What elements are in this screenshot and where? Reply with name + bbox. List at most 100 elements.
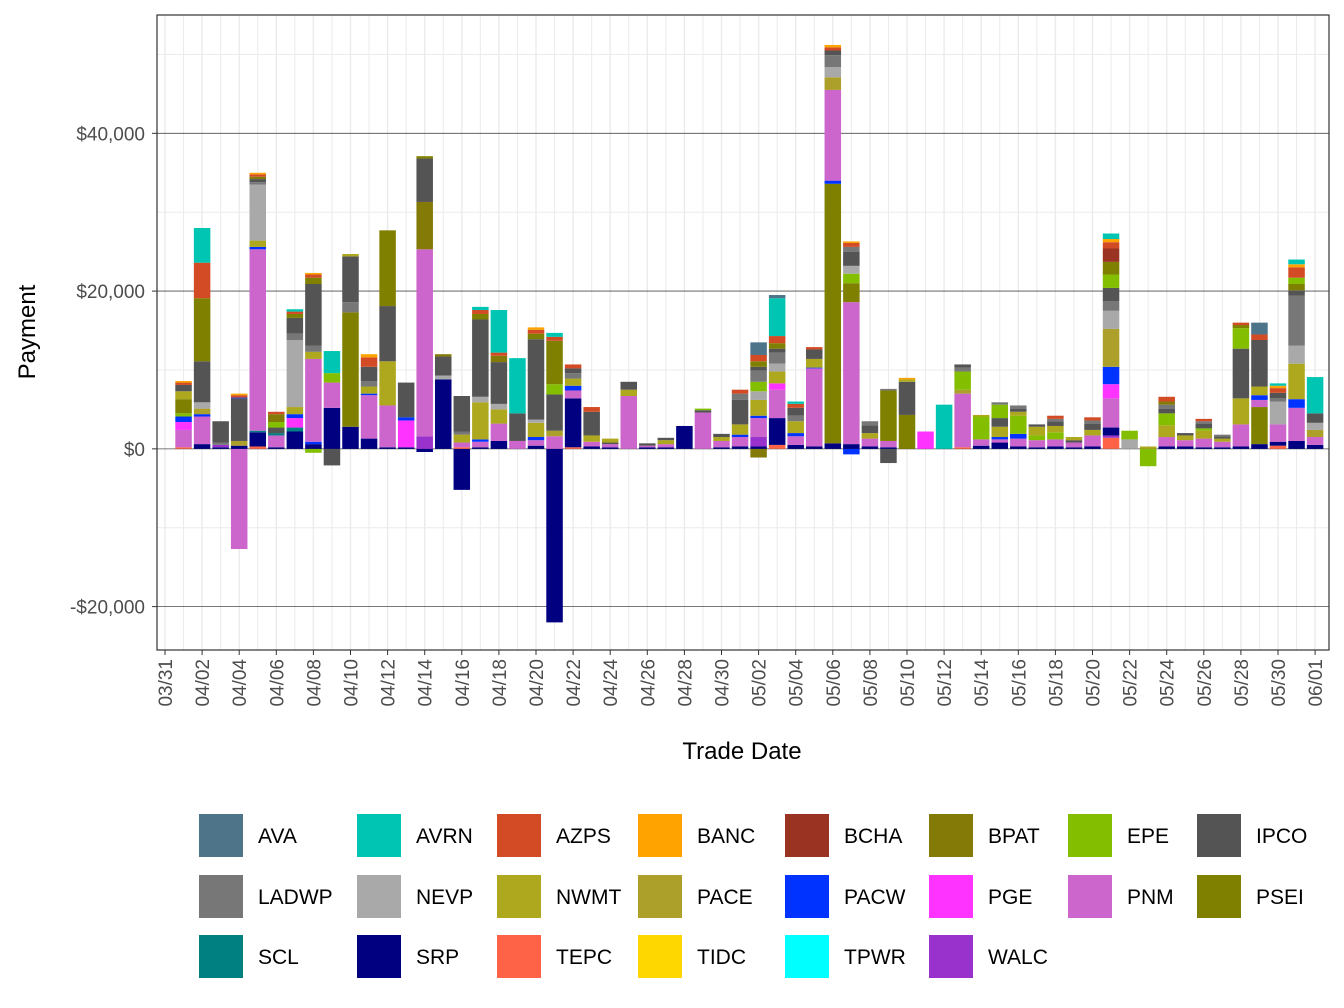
bar-segment-nwmt [1139,446,1157,449]
x-tick-label: 05/06 [824,659,845,707]
legend-item-bcha: BCHA [785,814,902,857]
bar-segment-srp [972,445,990,449]
panel-frame [156,14,1330,651]
legend-swatch [638,875,682,918]
bar-segment-epe [694,408,712,411]
bar-segment-azps [731,389,749,394]
bar-segment-ipco [416,158,433,202]
bar-segment-pnm [1102,398,1120,428]
bar-segment-ipco [397,382,415,418]
bar-segment-nevp [1121,439,1138,449]
legend-item-pge: PGE [929,875,1032,918]
legend-label: AZPS [556,825,611,848]
bar-segment-pnm [490,423,508,441]
x-tick-label: 05/28 [1232,659,1253,707]
legend-label: PNM [1127,886,1174,909]
bar-segment-srp [639,447,656,449]
x-tick-label: 05/12 [935,659,956,707]
bar-segment-pacw [1288,399,1305,408]
bar-segment-pge [917,431,934,449]
bar-segment-ipco [527,339,545,420]
bar-segment-psei [1251,407,1268,445]
bar-segment-pace [230,440,248,446]
bar-segment-nwmt [1047,425,1064,433]
bar-segment-srp [323,407,341,449]
bar-segment-nevp [193,402,211,409]
bar-segment-nwmt [342,254,359,257]
bar-segment-srp [1102,427,1120,436]
bar-segment-ipco [713,433,730,438]
bar-segment-avrn [787,401,804,404]
bar-segment-nwmt [898,379,916,382]
panel-background [157,15,1329,650]
legend-label: SRP [416,946,459,969]
bar-segment-bpat [249,176,266,180]
bar-segment-ipco [824,50,842,56]
bar-segment-srp [1214,447,1231,449]
bar-segment-ipco [1047,421,1064,426]
bar-segment-nevp [472,396,489,403]
bar-segment-epe [954,371,971,390]
bar-segment-azps [1102,242,1120,249]
bar-segment-pnm [972,439,990,446]
bar-segment-nwmt [768,371,786,384]
bar-segment-psei [546,340,563,385]
bar-segment-ladwp [286,333,304,340]
bar-segment-pnm [193,416,211,445]
bar-segment-avrn [323,351,341,374]
bar-segment-azps [787,403,804,408]
legend-swatch [497,814,541,857]
bar-segment-nwmt [472,402,489,440]
bar-segment-nevp [490,403,508,410]
bar-segment-avrn [768,298,786,337]
legend-label: AVA [258,825,297,848]
legend-swatch [929,814,973,857]
bar-segment-epe [546,384,563,395]
bar-segment-ipco [861,425,879,434]
legend-label: LADWP [258,886,333,909]
bar-segment-pacw [806,367,823,369]
bar-segment-pnm [1158,437,1175,447]
bar-segment-ladwp [1195,421,1213,424]
bar-segment-epe [1010,415,1027,434]
x-tick-label: 04/24 [601,659,622,707]
bar-segment-banc [898,377,916,380]
x-tick-label: 05/20 [1084,659,1105,707]
bar-segment-pnm [472,441,489,448]
x-tick-label: 04/18 [490,659,511,707]
bar-segment-epe [1232,328,1250,349]
x-tick-label: 04/10 [342,659,363,707]
bar-segment-pnm [1232,424,1250,447]
bar-segment-avrn [286,309,304,312]
legend-swatch [1068,875,1112,918]
bar-segment-pnm [620,396,637,449]
bar-segment-pnm [824,89,842,181]
bar-segment-srp [1269,441,1287,446]
bar-segment-azps [230,395,248,398]
bar-segment-ipco [435,356,452,376]
bar-segment-nevp [768,363,786,372]
bar-segment-psei [472,313,489,320]
legend-label: BANC [697,825,755,848]
bar-segment-nwmt [1214,438,1231,442]
bar-segment-ipco [1102,287,1120,302]
bar-segment-pacw [824,180,842,184]
legend: AVA AVRN AZPS BANC BCHA BPAT EPE IPCO LADWP NEVP N… [199,814,1307,978]
bar-segment-ladwp [1084,420,1101,424]
bar-segment-pacw [472,439,489,442]
legend-item-avrn: AVRN [357,814,473,857]
bar-segment-ipco [1177,433,1194,436]
bar-segment-nwmt [1288,363,1305,400]
bar-segment-pnm [1065,442,1083,448]
bar-segment-pacw [527,437,545,441]
bar-segment-srp [1047,446,1064,449]
legend-swatch [357,814,401,857]
bar-segment-tepc [1269,445,1287,449]
bar-segment-bpat [490,355,508,363]
legend-label: TIDC [697,946,746,969]
plot-panel [157,15,1329,650]
bar-segment-srp [1158,446,1175,449]
bar-segment-srp [1010,446,1027,449]
bar-segment-ladwp [824,55,842,68]
bar-segment-epe [1158,413,1175,426]
